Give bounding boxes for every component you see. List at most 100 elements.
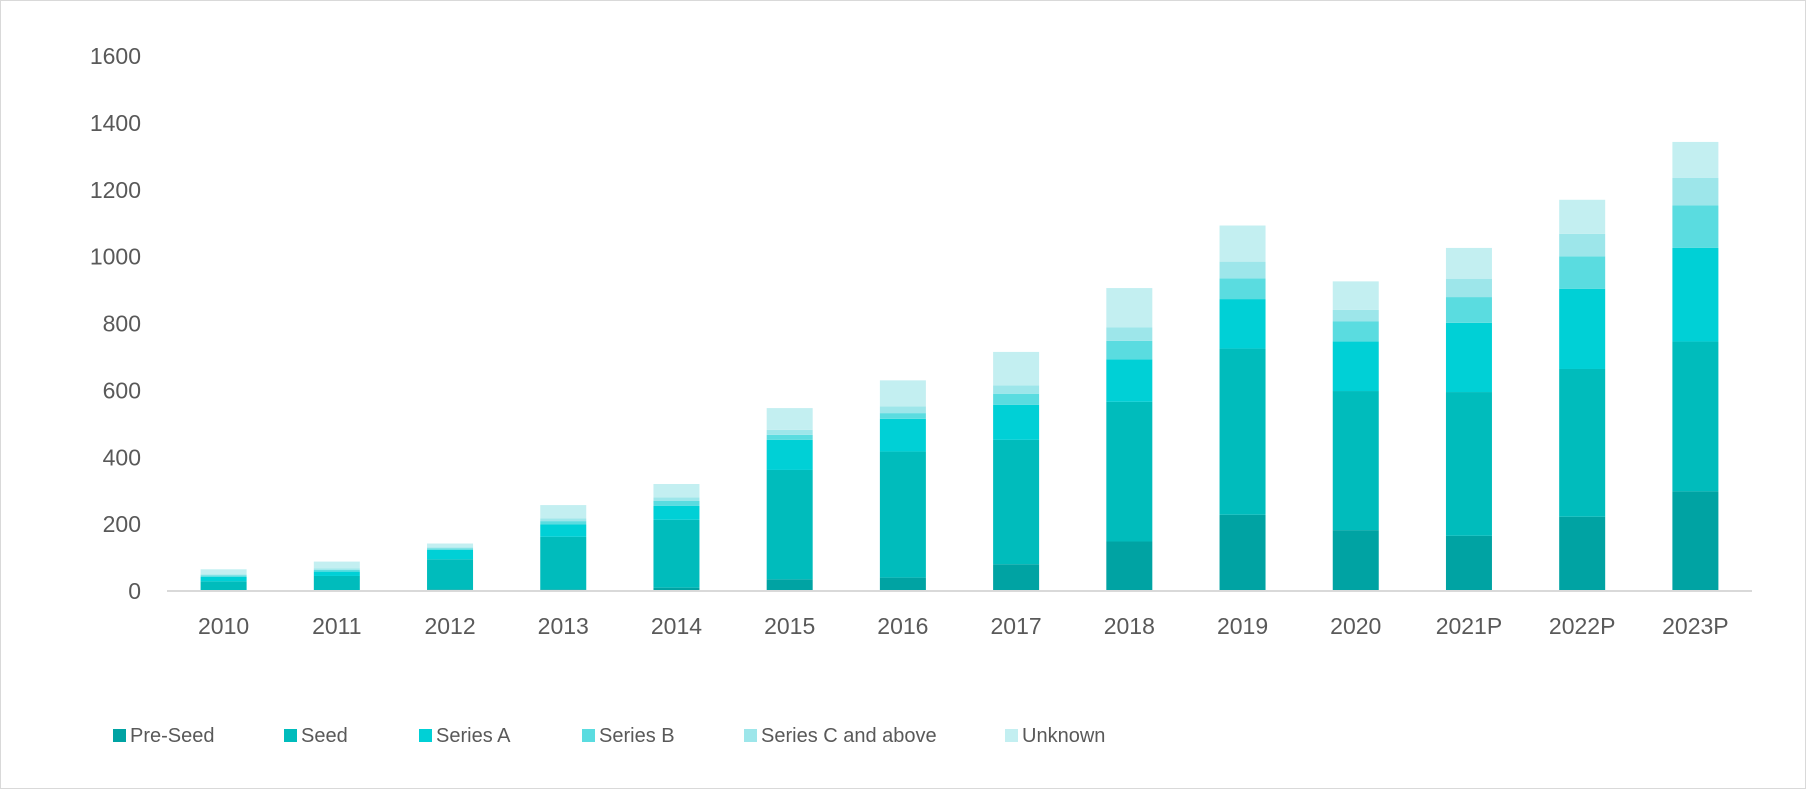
bar-segment [1332, 309, 1379, 322]
x-tick-label: 2019 [1217, 613, 1268, 639]
bar-segment [1219, 261, 1266, 279]
bar-segment [427, 548, 474, 550]
x-tick-label: 2012 [424, 613, 475, 639]
bar-segment [313, 568, 360, 570]
bars [200, 141, 1719, 592]
bar-segment [540, 536, 587, 590]
x-tick-label: 2013 [538, 613, 589, 639]
y-tick-label: 1600 [90, 43, 141, 69]
bar-segment [313, 575, 360, 591]
bar-segment [1559, 368, 1606, 517]
legend-swatch [419, 729, 432, 742]
bar-segment [653, 484, 700, 498]
bar-segment [653, 519, 700, 588]
x-axis-ticks: 2010 2011 2012 2013 2014 2015 2016 2017 2018 2019… [198, 613, 1729, 639]
legend-swatch [582, 729, 595, 742]
bar-segment [1559, 288, 1606, 369]
bar-segment [1445, 392, 1492, 536]
x-tick-label: 2010 [198, 613, 249, 639]
bar-segment [1445, 297, 1492, 323]
x-tick-label: 2016 [877, 613, 928, 639]
bar-segment [993, 439, 1040, 565]
bar-segment [879, 418, 926, 452]
bar-segment [1106, 541, 1153, 591]
bar-segment [540, 505, 587, 519]
legend-swatch [113, 729, 126, 742]
bar-segment [200, 576, 247, 582]
bar-segment [653, 505, 700, 520]
x-tick-label: 2022P [1549, 613, 1616, 639]
legend: Pre-Seed Seed Series A Series B Series C and… [113, 725, 1105, 747]
legend-swatch [744, 729, 757, 742]
bar-segment [879, 413, 926, 419]
bar-segment [993, 404, 1040, 440]
y-tick-label: 600 [103, 377, 141, 403]
y-tick-label: 1200 [90, 177, 141, 203]
bar-segment [1219, 225, 1266, 262]
y-tick-label: 0 [128, 578, 141, 604]
bar-segment [1219, 348, 1266, 515]
bar-segment [427, 547, 474, 549]
bar-segment [766, 579, 813, 591]
bar-segment [993, 351, 1040, 386]
x-tick-label: 2021P [1436, 613, 1503, 639]
bar-segment [200, 575, 247, 577]
y-tick-label: 800 [103, 311, 141, 337]
y-axis-ticks: 0 200 400 600 800 1000 1200 1400 1600 [90, 43, 141, 604]
bar-segment [1559, 199, 1606, 234]
bar-segment [1332, 281, 1379, 310]
bar-segment [653, 497, 700, 501]
bar-segment [1672, 341, 1719, 492]
bar-segment [766, 434, 813, 440]
x-tick-label: 2017 [991, 613, 1042, 639]
legend-swatch [1005, 729, 1018, 742]
bar-segment [1106, 327, 1153, 341]
bar-segment [1106, 359, 1153, 402]
legend-label: Pre-Seed [130, 725, 215, 747]
x-tick-label: 2011 [312, 613, 361, 639]
legend-label: Seed [301, 725, 348, 747]
x-tick-label: 2018 [1104, 613, 1155, 639]
bar-segment [1445, 278, 1492, 298]
bar-segment [993, 385, 1040, 394]
bar-segment [993, 564, 1040, 591]
y-tick-label: 1400 [90, 110, 141, 136]
bar-segment [427, 559, 474, 590]
y-tick-label: 200 [103, 511, 141, 537]
bar-segment [879, 380, 926, 407]
bar-segment [1672, 205, 1719, 248]
bar-segment [200, 569, 247, 575]
bar-segment [1445, 247, 1492, 279]
bar-segment [1445, 535, 1492, 591]
bar-segment [766, 408, 813, 430]
bar-segment [1559, 516, 1606, 591]
x-tick-label: 2014 [651, 613, 702, 639]
bar-segment [540, 518, 587, 522]
bar-segment [1559, 233, 1606, 257]
bar-segment [200, 574, 247, 576]
bar-segment [1672, 491, 1719, 591]
bar-segment [540, 521, 587, 525]
bar-segment [653, 500, 700, 506]
y-tick-label: 1000 [90, 244, 141, 270]
bar-segment [766, 429, 813, 435]
bar-segment [1219, 514, 1266, 591]
bar-segment [1672, 247, 1719, 342]
bar-segment [1106, 288, 1153, 328]
bar-segment [1672, 177, 1719, 206]
y-tick-label: 400 [103, 444, 141, 470]
bar-segment [313, 569, 360, 572]
bar-segment [313, 571, 360, 576]
bar-segment [313, 561, 360, 569]
bar-segment [1332, 341, 1379, 392]
legend-swatch [284, 729, 297, 742]
x-tick-label: 2020 [1330, 613, 1381, 639]
bar-segment [427, 549, 474, 560]
x-tick-label: 2015 [764, 613, 815, 639]
bar-segment [653, 587, 700, 591]
bar-segment [1106, 340, 1153, 360]
bar-segment [879, 406, 926, 414]
bar-segment [1332, 391, 1379, 531]
